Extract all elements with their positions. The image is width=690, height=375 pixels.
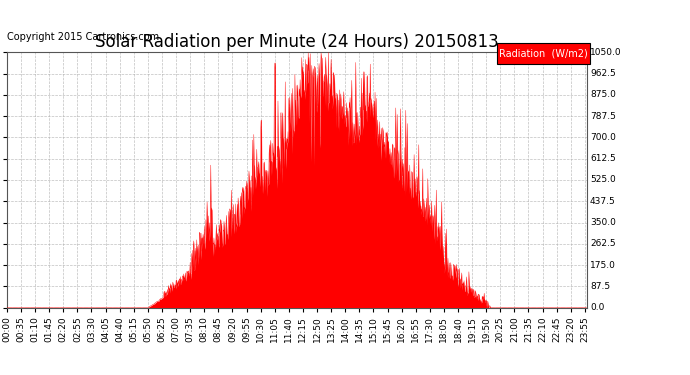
Text: 875.0: 875.0 [590,90,615,99]
Text: Copyright 2015 Cartronics.com: Copyright 2015 Cartronics.com [7,32,159,42]
Title: Solar Radiation per Minute (24 Hours) 20150813: Solar Radiation per Minute (24 Hours) 20… [95,33,499,51]
Text: 87.5: 87.5 [590,282,610,291]
Text: 962.5: 962.5 [590,69,615,78]
Text: 350.0: 350.0 [590,218,615,227]
Text: 700.0: 700.0 [590,133,615,142]
Text: 525.0: 525.0 [590,176,615,184]
Text: 612.5: 612.5 [590,154,615,163]
Text: 437.5: 437.5 [590,197,615,206]
Text: 262.5: 262.5 [590,239,615,248]
Text: 1050.0: 1050.0 [590,48,622,57]
Text: 175.0: 175.0 [590,261,615,270]
Text: 787.5: 787.5 [590,112,615,121]
Text: 0.0: 0.0 [590,303,604,312]
Text: Radiation  (W/m2): Radiation (W/m2) [499,48,588,58]
